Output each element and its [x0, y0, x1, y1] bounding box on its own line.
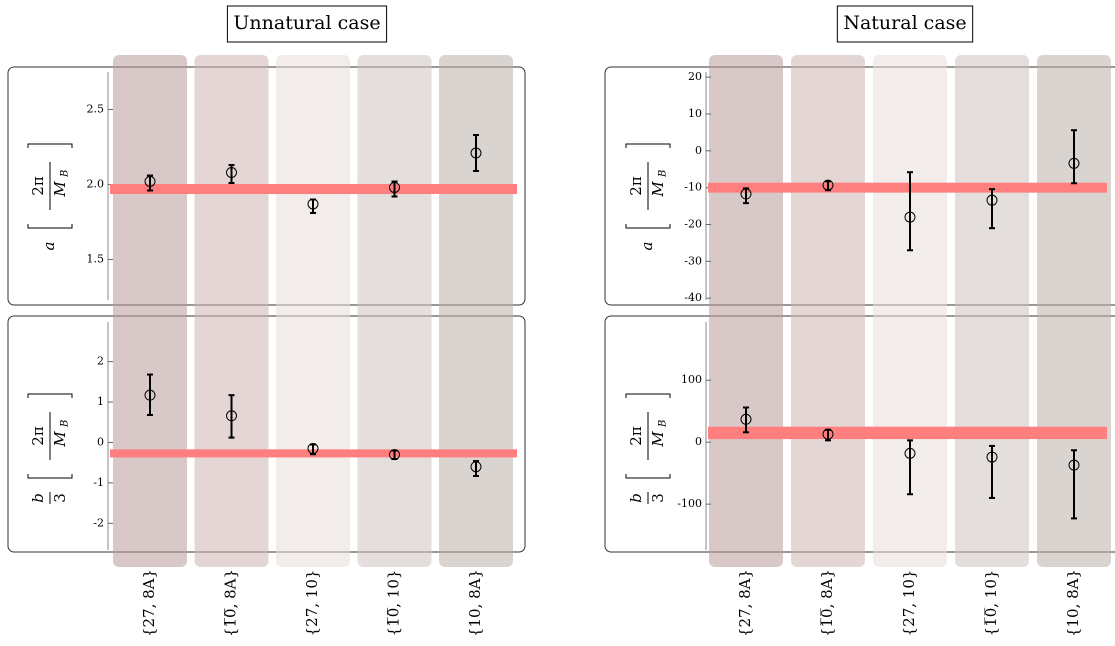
y-label-denominator-sub: B: [60, 420, 71, 428]
y-tick-label: -2: [93, 516, 104, 529]
y-tick-label: 1: [97, 395, 104, 408]
data-point: [1068, 459, 1080, 471]
y-label-numerator: 2π: [29, 176, 47, 196]
data-point: [307, 198, 319, 210]
y-tick-label: 0: [695, 435, 702, 448]
data-point: [986, 194, 998, 206]
y-tick-label: -1: [93, 476, 104, 489]
data-point: [307, 443, 319, 455]
y-label-denominator-sub: B: [658, 420, 669, 428]
bracket: [625, 393, 671, 398]
data-point: [822, 179, 834, 191]
y-tick-label: -100: [677, 497, 702, 510]
category-stripe: [194, 55, 269, 567]
y-tick-label: -40: [684, 291, 702, 304]
reference-band: [110, 183, 517, 195]
category-stripe: [791, 55, 865, 567]
category-stripe: [113, 55, 187, 567]
y-axis-label: b 3 2π MB: [625, 393, 671, 504]
x-tick-label: {1̅0̅, 8A}: [818, 569, 836, 637]
data-point: [904, 447, 916, 459]
data-point: [1068, 157, 1080, 169]
x-tick-label: {27, 10}: [900, 570, 918, 637]
bracket: [27, 143, 73, 148]
category-stripe: [709, 55, 783, 567]
y-tick-label: 2: [97, 355, 104, 368]
y-label-denominator-sub: B: [658, 170, 669, 178]
y-label-numerator: 2π: [627, 426, 645, 446]
y-tick-label: 2.0: [87, 178, 105, 191]
data-point: [470, 461, 482, 473]
x-tick-label: {1̅0̅, 10}: [385, 570, 403, 637]
x-tick-label: {27, 10}: [303, 570, 321, 637]
y-tick-label: 0: [695, 144, 702, 157]
y-label-numerator: 2π: [29, 426, 47, 446]
y-label-denominator: M: [51, 431, 69, 448]
category-stripe: [357, 55, 432, 567]
bracket: [27, 224, 73, 229]
data-point: [740, 188, 752, 200]
y-tick-label: -20: [684, 217, 702, 230]
column-title: Natural case: [843, 12, 966, 34]
x-tick-label: {1̅0̅, 10}: [982, 570, 1000, 637]
y-label-denominator: M: [649, 181, 667, 198]
y-label-denominator: M: [51, 181, 69, 198]
y-axis-label: a 2π MB: [27, 143, 73, 251]
y-tick-label: 20: [688, 70, 702, 83]
y-tick-label: 100: [681, 373, 702, 386]
data-point: [226, 167, 237, 178]
data-point: [144, 389, 156, 401]
y-label-symbol: a: [638, 242, 656, 251]
bracket: [625, 143, 671, 148]
data-point: [389, 182, 400, 193]
x-tick-label: {27, 8A}: [736, 569, 754, 637]
x-tick-label: {1̅0̅, 8A}: [222, 569, 240, 637]
y-tick-label: 2.5: [87, 103, 105, 116]
x-tick-label: {10, 8A}: [466, 569, 484, 637]
y-label-denominator-sub: B: [60, 170, 71, 178]
title-box: [836, 5, 974, 43]
bracket: [625, 224, 671, 229]
data-point: [470, 147, 482, 159]
x-tick-label: {27, 8A}: [140, 569, 158, 637]
data-point: [389, 449, 400, 461]
y-tick-label: -30: [684, 254, 702, 267]
y-tick-label: 10: [688, 107, 702, 120]
y-label-numerator: 2π: [627, 176, 645, 196]
y-label-symbol: a: [40, 242, 58, 251]
bracket: [625, 474, 671, 479]
bracket: [27, 393, 73, 398]
y-label-symbol-denominator: 3: [51, 493, 69, 503]
y-tick-label: -10: [684, 181, 702, 194]
y-axis-label: b 3 2π MB: [27, 393, 73, 504]
y-label-symbol-denominator: 3: [649, 493, 667, 503]
title-box: [226, 5, 388, 43]
x-tick-label: {10, 8A}: [1064, 569, 1082, 637]
category-stripe: [439, 55, 513, 567]
data-point: [904, 211, 916, 223]
y-axis-label: a 2π MB: [625, 143, 671, 251]
y-label-symbol: b: [29, 493, 47, 503]
y-label-symbol: b: [627, 493, 645, 503]
bracket: [27, 474, 73, 479]
column-title: Unnatural case: [233, 12, 380, 34]
reference-band: [708, 426, 1107, 440]
reference-band: [708, 182, 1107, 193]
data-point: [144, 176, 156, 187]
data-point: [822, 428, 834, 440]
data-point: [226, 410, 237, 422]
data-point: [986, 451, 998, 463]
y-tick-label: 0: [97, 435, 104, 448]
category-stripe: [276, 55, 350, 567]
y-tick-label: 1.5: [87, 253, 105, 266]
data-point: [740, 413, 752, 425]
y-label-denominator: M: [649, 431, 667, 448]
